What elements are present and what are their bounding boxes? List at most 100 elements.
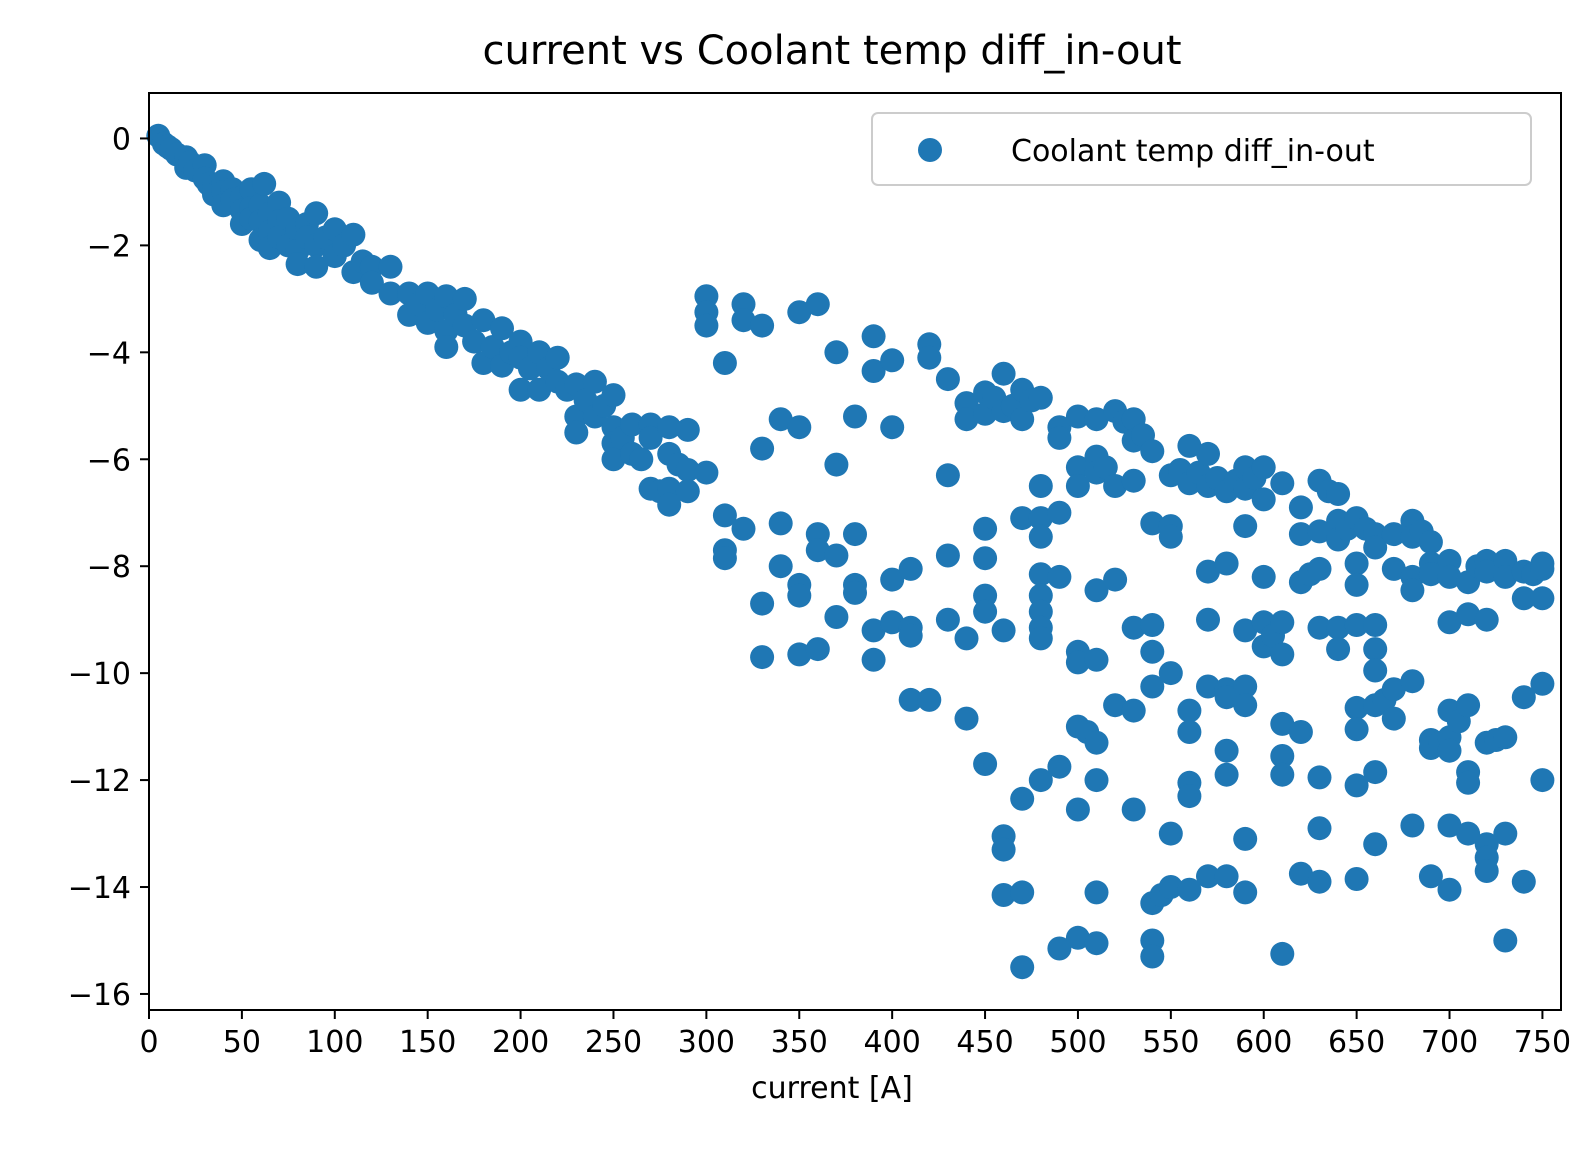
x-tick-label: 200 [492,1025,549,1060]
data-point [657,492,682,517]
plot-area [149,93,1561,1010]
x-tick-label: 300 [678,1025,735,1060]
data-point [880,348,905,373]
data-point [1214,864,1239,889]
data-point [1344,773,1369,798]
data-point [1121,698,1146,723]
data-point [304,254,329,279]
data-point [675,479,700,504]
data-point [1400,669,1425,694]
data-point [601,383,626,408]
data-point [694,313,719,338]
data-point [843,404,867,429]
data-point [1530,586,1555,611]
data-point [1456,693,1481,718]
x-tick-label: 250 [585,1025,642,1060]
data-point [1065,474,1090,498]
data-point [954,407,979,432]
data-point [601,447,626,472]
data-point [731,308,756,333]
data-point [1270,762,1295,787]
data-point [824,340,849,365]
data-point [1437,877,1462,902]
data-point [1177,698,1202,723]
data-point [1418,864,1443,889]
data-point [1344,717,1369,742]
data-point [471,308,496,333]
data-point [861,324,886,349]
data-point [1233,693,1258,718]
data-point [1140,613,1165,637]
data-points [146,123,1555,980]
data-point [1103,567,1128,592]
data-point [1121,615,1146,640]
data-point [1344,867,1369,891]
data-point [1381,556,1406,581]
data-point [1288,720,1313,744]
data-point [712,503,737,528]
data-point [1047,754,1072,779]
data-point [675,417,700,442]
data-point [1363,535,1388,560]
data-point [1196,864,1220,889]
data-point [620,412,645,437]
data-point [1363,637,1388,662]
data-point [527,377,552,402]
data-point [1214,738,1239,763]
data-point [1418,530,1443,555]
data-point [1214,551,1239,576]
plot-frame [148,92,1562,1011]
y-tick-label: −8 [87,550,131,585]
data-point [787,300,812,325]
data-point [861,618,886,643]
data-point [898,556,923,581]
data-point [1493,821,1518,846]
data-point [480,335,505,359]
data-point [1140,511,1165,536]
data-point [1493,928,1518,953]
data-point [1028,768,1053,793]
data-point [1270,744,1295,768]
data-point [1177,433,1202,458]
data-point [1511,869,1536,894]
legend-marker-icon [918,138,942,162]
data-point [1288,495,1313,520]
data-point [880,415,905,440]
data-point [1233,514,1258,539]
data-point [1251,455,1276,480]
data-point [1065,650,1090,675]
data-point [824,452,849,477]
data-point [1140,639,1165,664]
data-point [750,313,775,338]
data-point [1437,738,1462,763]
data-point [1028,562,1053,587]
data-point [898,687,923,712]
data-point [1326,482,1351,506]
y-tick-label: −12 [68,764,131,799]
data-point [638,425,663,450]
x-tick-label: 500 [1049,1025,1106,1060]
x-axis: 0 50 100 150 200 250 300 350 400 450 500 550 600 650 7… [139,1010,1571,1060]
data-point [861,359,886,383]
data-point [917,687,942,712]
y-axis: 0 −2 −4 −6 −8 −10 −12 −14 −16 [68,122,149,1013]
data-point [1093,455,1118,480]
data-point [750,591,775,616]
data-point [1121,797,1146,822]
data-point [731,516,756,541]
data-point [973,516,998,541]
data-point [1270,941,1295,966]
data-point [1344,572,1369,597]
data-point [1456,821,1481,846]
data-point [1251,487,1276,512]
data-point [1400,813,1425,838]
data-point [1028,506,1053,531]
data-point [898,623,923,648]
data-point [1363,613,1388,637]
data-point [1530,556,1555,581]
data-point [1400,578,1425,603]
x-tick-label: 450 [956,1025,1013,1060]
data-point [880,610,905,635]
data-point [1084,931,1109,956]
data-point [1084,730,1109,755]
